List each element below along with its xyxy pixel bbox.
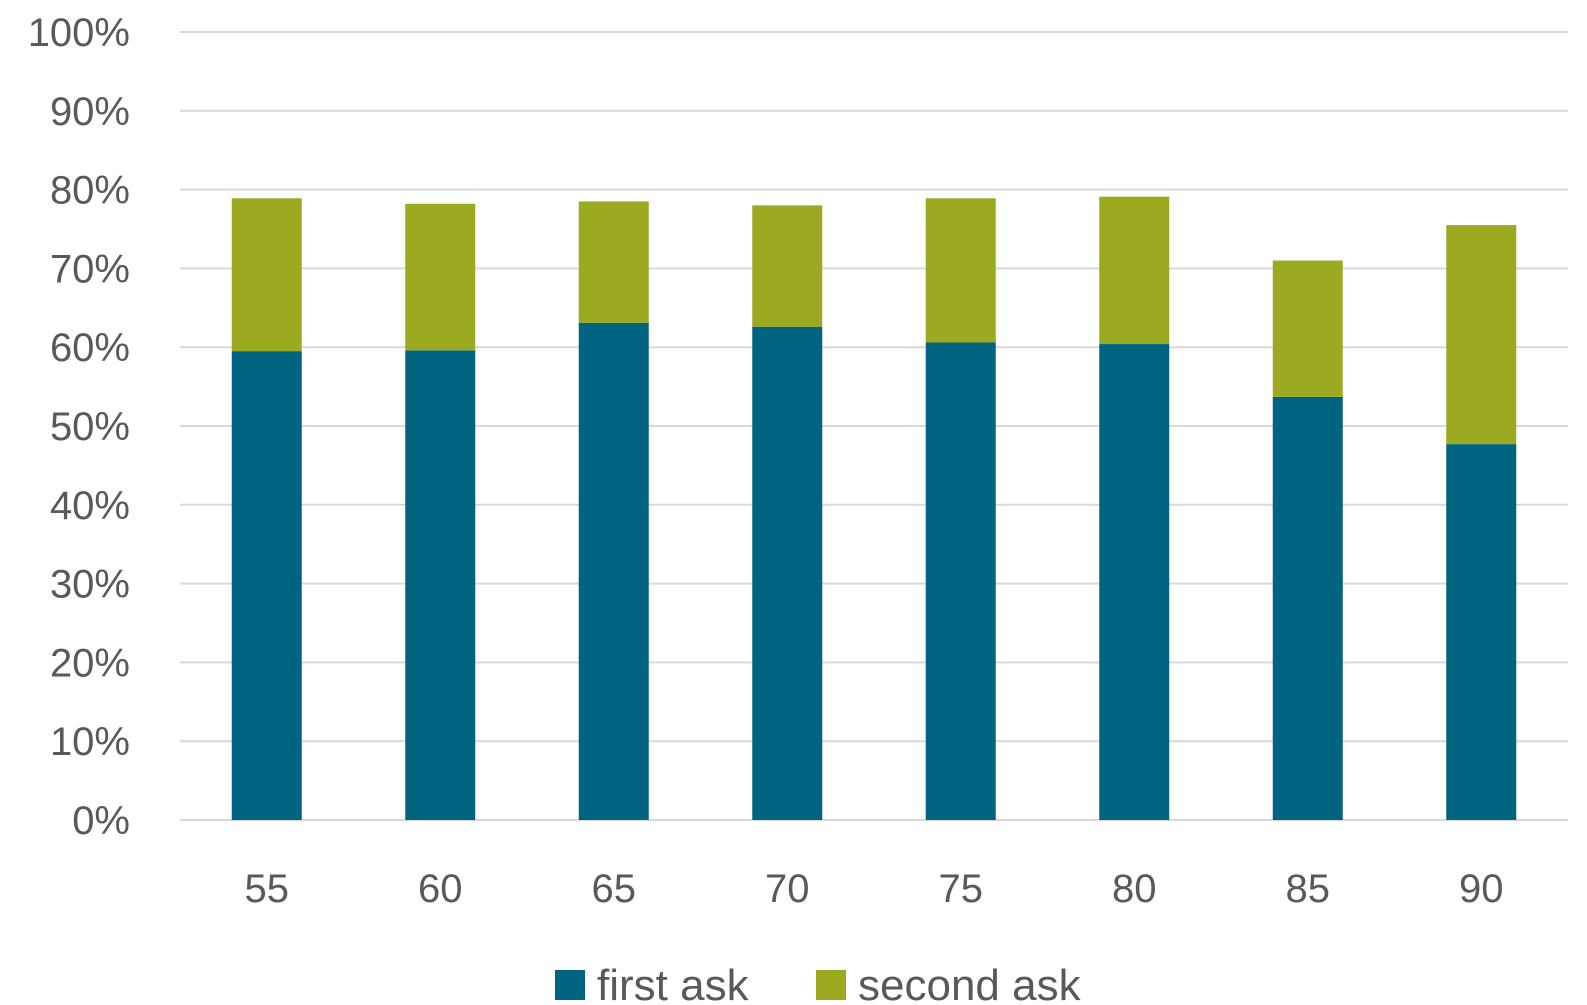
- bar-first-ask-85: [1272, 396, 1343, 820]
- bar-first-ask-75: [925, 342, 996, 820]
- y-tick-label: 100%: [28, 11, 130, 55]
- bar-first-ask-80: [1099, 344, 1170, 820]
- x-axis: 55 60 65 70 75 80 85 90: [245, 867, 1504, 911]
- x-tick-label: 85: [1286, 867, 1331, 911]
- x-tick-label: 90: [1459, 867, 1504, 911]
- y-tick-label: 80%: [50, 169, 130, 213]
- x-tick-label: 75: [939, 867, 984, 911]
- bar-first-ask-70: [752, 326, 823, 820]
- x-tick-label: 55: [245, 867, 290, 911]
- bar-second-ask-65: [578, 201, 649, 323]
- y-tick-label: 70%: [50, 247, 130, 291]
- bar-first-ask-55: [231, 351, 302, 820]
- legend: first ask second ask: [555, 961, 1082, 1005]
- y-tick-label: 40%: [50, 484, 130, 528]
- y-tick-label: 0%: [72, 799, 130, 843]
- bar-first-ask-60: [405, 350, 476, 820]
- bar-second-ask-55: [231, 198, 302, 352]
- legend-swatch-first-ask: [555, 970, 585, 1000]
- bar-second-ask-80: [1099, 196, 1170, 345]
- y-tick-label: 50%: [50, 405, 130, 449]
- bar-second-ask-60: [405, 203, 476, 351]
- bars: [231, 196, 1517, 820]
- y-tick-label: 60%: [50, 326, 130, 370]
- y-tick-label: 90%: [50, 90, 130, 134]
- bar-second-ask-90: [1446, 225, 1517, 445]
- x-tick-label: 65: [592, 867, 637, 911]
- legend-label-first-ask: first ask: [597, 961, 750, 1005]
- x-tick-label: 70: [765, 867, 810, 911]
- legend-swatch-second-ask: [816, 970, 846, 1000]
- bar-first-ask-90: [1446, 444, 1517, 820]
- bar-first-ask-65: [578, 322, 649, 820]
- y-tick-label: 10%: [50, 720, 130, 764]
- y-tick-label: 20%: [50, 641, 130, 685]
- bar-second-ask-75: [925, 198, 996, 343]
- x-tick-label: 80: [1112, 867, 1157, 911]
- y-tick-label: 30%: [50, 563, 130, 607]
- y-axis: 0% 10% 20% 30% 40% 50% 60% 70% 80% 90% 100%: [28, 11, 130, 843]
- legend-label-second-ask: second ask: [858, 961, 1082, 1005]
- x-tick-label: 60: [418, 867, 463, 911]
- bar-second-ask-85: [1272, 260, 1343, 397]
- bar-second-ask-70: [752, 205, 823, 327]
- gridlines: [180, 31, 1568, 821]
